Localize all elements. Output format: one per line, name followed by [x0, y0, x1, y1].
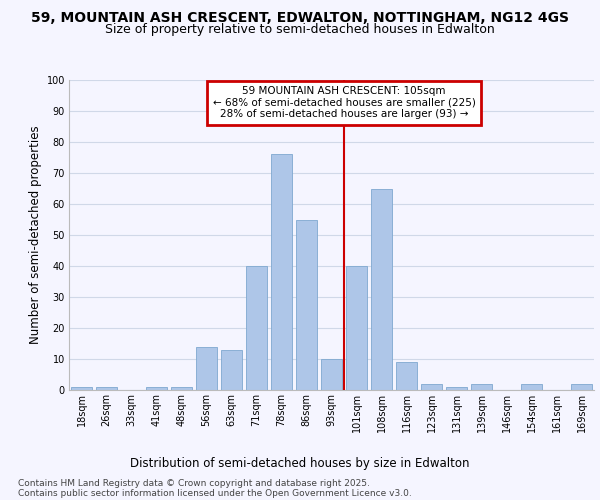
Text: Contains HM Land Registry data © Crown copyright and database right 2025.: Contains HM Land Registry data © Crown c… [18, 479, 370, 488]
Bar [421, 384, 442, 390]
Bar [271, 154, 292, 390]
Bar [446, 387, 467, 390]
Bar [396, 362, 417, 390]
Text: 59, MOUNTAIN ASH CRESCENT, EDWALTON, NOTTINGHAM, NG12 4GS: 59, MOUNTAIN ASH CRESCENT, EDWALTON, NOT… [31, 11, 569, 25]
Bar [146, 387, 167, 390]
Bar [571, 384, 592, 390]
Y-axis label: Number of semi-detached properties: Number of semi-detached properties [29, 126, 42, 344]
Bar [296, 220, 317, 390]
Bar [71, 387, 92, 390]
Text: Size of property relative to semi-detached houses in Edwalton: Size of property relative to semi-detach… [105, 22, 495, 36]
Bar [246, 266, 267, 390]
Bar [171, 387, 192, 390]
Text: 59 MOUNTAIN ASH CRESCENT: 105sqm
← 68% of semi-detached houses are smaller (225): 59 MOUNTAIN ASH CRESCENT: 105sqm ← 68% o… [212, 86, 475, 120]
Bar [321, 359, 342, 390]
Bar [471, 384, 492, 390]
Bar [346, 266, 367, 390]
Bar [196, 346, 217, 390]
Text: Distribution of semi-detached houses by size in Edwalton: Distribution of semi-detached houses by … [130, 458, 470, 470]
Bar [521, 384, 542, 390]
Bar [96, 387, 117, 390]
Text: Contains public sector information licensed under the Open Government Licence v3: Contains public sector information licen… [18, 489, 412, 498]
Bar [221, 350, 242, 390]
Bar [371, 188, 392, 390]
